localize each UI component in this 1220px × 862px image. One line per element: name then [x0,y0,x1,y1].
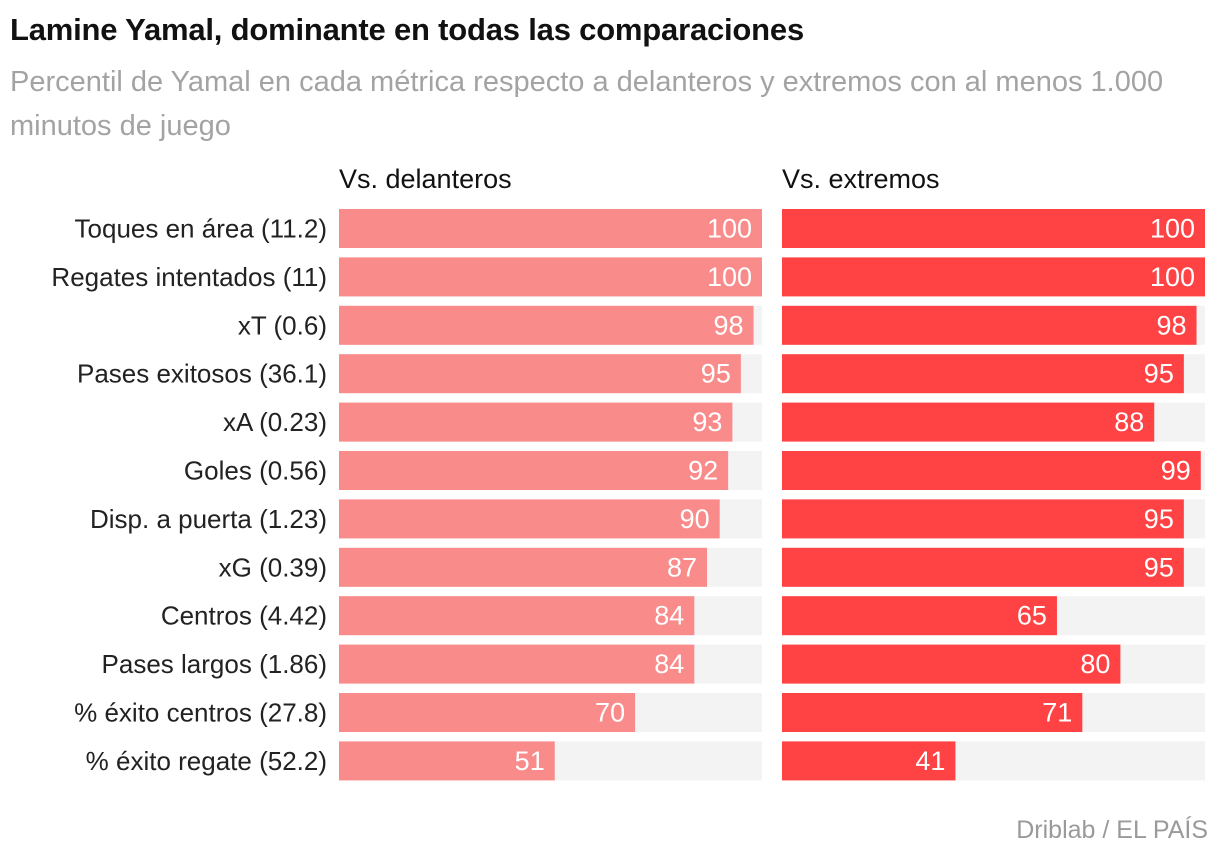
value-label: 95 [1144,552,1174,582]
bar-delanteros [339,499,720,539]
bar-delanteros [339,402,733,442]
value-label: 92 [688,456,718,486]
value-label: 98 [713,310,743,340]
value-label: 70 [595,698,625,728]
value-label: 90 [680,504,710,534]
bar-delanteros [339,644,695,684]
bar-delanteros [339,547,708,587]
row-label: Centros (4.42) [161,601,327,631]
bar-delanteros [339,305,754,345]
row-label: Regates intentados (11) [51,262,327,292]
bar-delanteros [339,209,762,248]
bar-delanteros [339,354,741,394]
value-label: 65 [1017,601,1047,631]
value-label: 88 [1114,407,1144,437]
value-label: 95 [701,359,731,389]
value-label: 71 [1042,698,1072,728]
value-label: 51 [515,746,545,776]
value-label: 80 [1080,649,1110,679]
bar-extremos [782,257,1205,297]
bar-delanteros [339,451,729,490]
value-label: 93 [692,407,722,437]
bar-extremos [782,209,1205,248]
value-label: 84 [654,601,684,631]
bar-extremos [782,402,1155,442]
bar-delanteros [339,596,695,636]
value-label: 100 [707,262,752,292]
bar-extremos [782,305,1197,345]
chart-title: Lamine Yamal, dominante en todas las com… [10,12,804,47]
row-label: Pases largos (1.86) [102,649,327,679]
bar-chart: Toques en área (11.2) 100 100 Regates inten… [51,209,1205,781]
value-label: 100 [1150,262,1195,292]
panel-header-extremos: Vs. extremos [782,164,940,194]
value-label: 95 [1144,504,1174,534]
row-label: % éxito centros (27.8) [74,698,327,728]
row-label: Pases exitosos (36.1) [77,359,327,389]
source-credit: Driblab / EL PAÍS [1016,816,1208,844]
chart-subtitle: Percentil de Yamal en cada métrica respe… [10,66,1164,142]
row-label: xA (0.23) [223,407,327,437]
row-label: xT (0.6) [238,310,327,340]
bar-extremos [782,644,1121,684]
value-label: 100 [1150,214,1195,244]
value-label: 84 [654,649,684,679]
row-label: Goles (0.56) [184,456,327,486]
value-label: 98 [1156,310,1186,340]
row-label: % éxito regate (52.2) [86,746,327,776]
value-label: 87 [667,552,697,582]
bar-extremos [782,693,1083,732]
panel-header-delanteros: Vs. delanteros [339,164,512,194]
row-label: xG (0.39) [219,552,327,582]
row-label: Disp. a puerta (1.23) [90,504,327,534]
value-label: 95 [1144,359,1174,389]
value-label: 100 [707,214,752,244]
bar-delanteros [339,693,636,732]
row-label: Toques en área (11.2) [75,214,327,244]
bar-extremos [782,451,1201,490]
bar-extremos [782,741,956,781]
bar-delanteros [339,741,555,781]
bar-delanteros [339,257,762,297]
bar-extremos [782,547,1184,587]
value-label: 99 [1161,456,1191,486]
value-label: 41 [915,746,945,776]
bar-extremos [782,354,1184,394]
bar-extremos [782,596,1057,636]
bar-extremos [782,499,1184,539]
